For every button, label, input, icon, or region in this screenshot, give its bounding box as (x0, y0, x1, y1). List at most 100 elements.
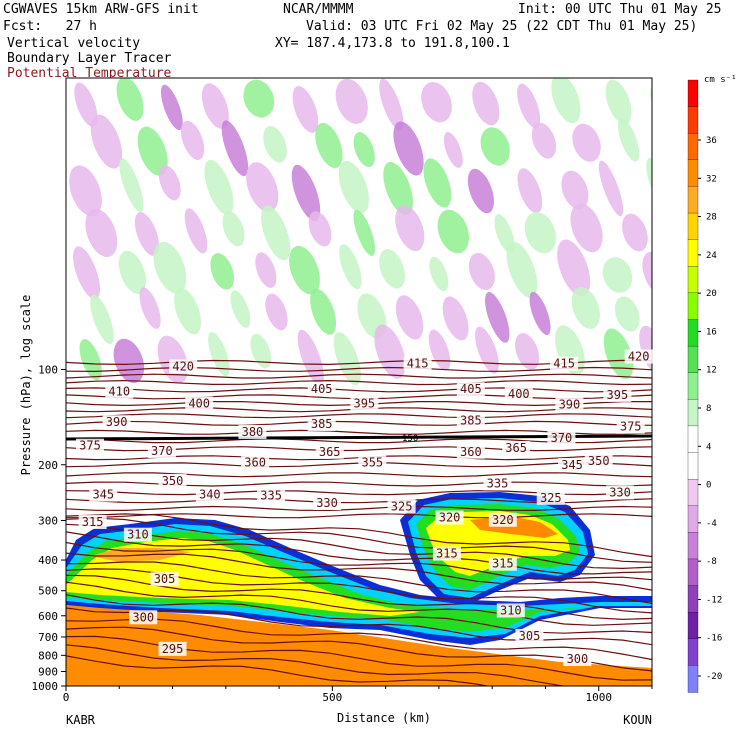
colorbar-swatch (687, 159, 699, 188)
vertical-velocity-cell (208, 332, 230, 377)
isentrope-label-bg (547, 430, 576, 445)
vertical-velocity-cell (423, 158, 452, 208)
vertical-velocity-cell (605, 79, 632, 125)
vertical-velocity-cell (297, 329, 324, 386)
isentrope-line (66, 513, 652, 558)
vertical-velocity-cell (74, 82, 98, 127)
vertical-velocity-cell (90, 294, 114, 345)
isentrope-line (66, 541, 652, 581)
y-tick-label: 200 (38, 459, 58, 472)
isentrope-label: 360 (244, 455, 266, 469)
isentrope-line (66, 644, 652, 686)
colorbar-tick-label: -16 (706, 634, 722, 644)
vertical-velocity-cell (598, 160, 624, 217)
vertical-velocity-cell (261, 205, 291, 261)
vertical-velocity-cell (79, 339, 102, 381)
vertical-velocity-cell (443, 131, 463, 168)
isentrope-line (66, 581, 652, 626)
isentrope-label-bg (102, 415, 131, 430)
isentrope-label: 400 (508, 387, 530, 401)
colorbar-swatch (687, 452, 699, 480)
vertical-velocity-cell (602, 257, 633, 293)
isentrope-label-bg (358, 455, 387, 470)
isentrope-label-bg (403, 356, 432, 371)
vertical-velocity-cell (310, 288, 337, 335)
colorbar-swatch (687, 532, 699, 560)
vertical-velocity-cell (153, 241, 187, 294)
vertical-velocity-cell (333, 332, 361, 386)
colorbar-swatch (687, 79, 699, 108)
vertical-velocity-cell (69, 165, 102, 217)
isentrope-label: 400 (188, 397, 210, 411)
vertical-velocity-cell (393, 121, 424, 176)
isentrope-line (66, 523, 652, 570)
y-tick-label: 100 (38, 363, 58, 376)
isentrope-line (66, 387, 652, 393)
y-tick-label: 1000 (32, 680, 59, 693)
shaded-fields (66, 78, 688, 686)
isentrope-line (66, 655, 491, 686)
isentrope-label: 375 (620, 420, 642, 434)
isentrope-label-bg (89, 487, 118, 502)
isentrope-label-bg (350, 396, 379, 411)
vertical-velocity-cell (158, 165, 181, 201)
isentrope-label: 370 (551, 431, 573, 445)
vertical-velocity-cell (656, 118, 688, 174)
isentrope-label-bg (123, 527, 152, 542)
isentrope-label: 305 (154, 572, 176, 586)
vertical-velocity-cell (551, 78, 581, 124)
x-tick-label: 1000 (585, 691, 612, 704)
y-tick-label: 900 (38, 666, 58, 679)
vertical-velocity-cell (184, 208, 208, 254)
isentrope-label-bg (616, 419, 645, 434)
vertical-velocity-cell (379, 249, 406, 289)
vertical-velocity-cell (379, 78, 404, 131)
vertical-velocity-cell (468, 253, 495, 290)
colorbar-swatch (687, 319, 699, 347)
cross-section-xy: XY= 187.4,173.8 to 191.8,100.1 (275, 36, 510, 51)
vertical-velocity-cell (160, 84, 183, 131)
isentrope-label-bg (307, 417, 336, 432)
isentrope-label-bg (504, 386, 533, 401)
isentrope-label-bg (169, 359, 198, 374)
isentrope-label-bg (158, 473, 187, 488)
isentrope-label-bg (78, 514, 107, 529)
vertical-velocity-cell (571, 287, 600, 329)
colorbar-swatch (687, 345, 699, 374)
vertical-velocity-cell (517, 83, 541, 129)
isentrope-label: 320 (439, 510, 461, 524)
isentrope-label-bg (536, 490, 565, 505)
colorbar-swatch (687, 425, 699, 454)
vertical-velocity-cell (222, 211, 245, 247)
isentrope-label: 345 (92, 488, 114, 502)
tropopause-label: 150 (402, 434, 418, 444)
vertical-velocity-cell (622, 213, 648, 252)
isentrope-label: 385 (311, 417, 333, 431)
isentrope-label-bg (241, 455, 270, 470)
isentrope-line (66, 594, 652, 634)
vertical-velocity-cell (395, 295, 424, 340)
colorbar-swatch (687, 186, 699, 214)
isentrope-label: 365 (505, 441, 527, 455)
vertical-velocity-cell (246, 162, 279, 212)
colorbar-swatch (687, 372, 699, 400)
isentrope-label: 365 (319, 445, 341, 459)
x-tick-label: 500 (322, 691, 342, 704)
vertical-velocity-cell (614, 296, 640, 332)
isentrope-label: 315 (436, 547, 458, 561)
isentrope-label-bg (456, 382, 485, 397)
isentrope-label: 310 (500, 603, 522, 617)
isentrope-label: 395 (353, 397, 375, 411)
colorbar-tick-label: 36 (706, 136, 717, 146)
colorbar-tick-label: 0 (706, 481, 711, 491)
vertical-velocity-cell (618, 118, 640, 162)
isentrope-label-bg (387, 499, 416, 514)
isentrope-label: 390 (106, 415, 128, 429)
vertical-velocity-cell (118, 250, 147, 294)
colorbar-tick-label: 20 (706, 289, 717, 299)
isentrope-label-bg (603, 387, 632, 402)
isentrope-label-bg (129, 610, 158, 625)
isentrope-label-bg (238, 424, 267, 439)
vertical-velocity-cell (210, 253, 235, 290)
isentrope-label-bg (488, 556, 517, 571)
